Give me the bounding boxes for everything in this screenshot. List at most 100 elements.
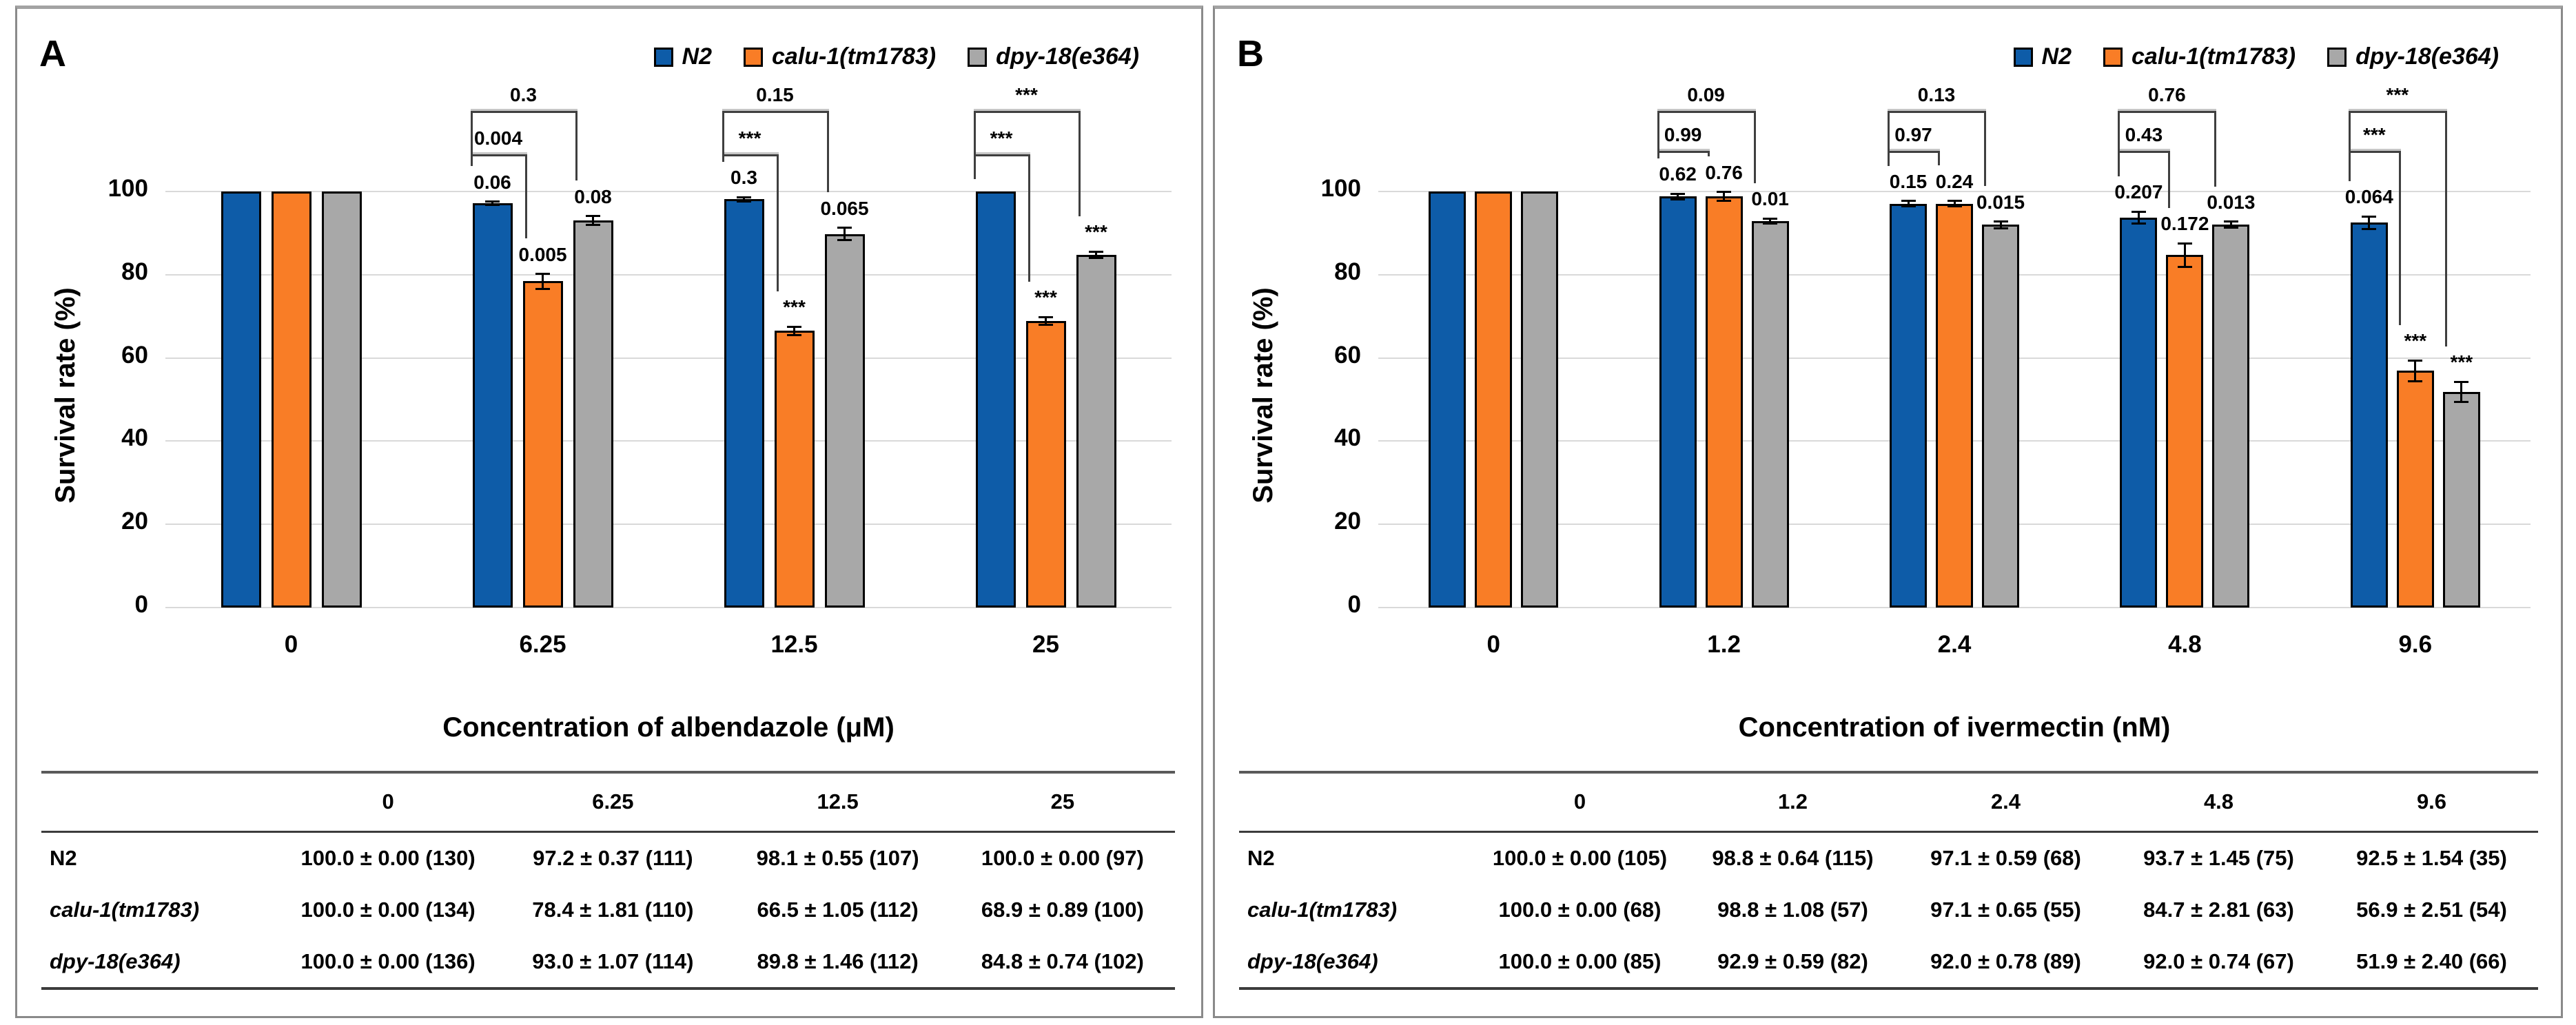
bar: [1890, 203, 1927, 608]
y-tick-label: 80: [1334, 258, 1361, 285]
sig-bracket-leg: [2348, 113, 2351, 181]
bar: [824, 234, 865, 608]
gridline-60: [165, 357, 1172, 359]
stats-cell: 97.2 ± 0.37 (111): [533, 845, 693, 870]
bar: [221, 191, 261, 608]
legend: N2 calu-1(tm1783) dpy-18(e364): [653, 43, 1139, 70]
y-tick-label: 60: [121, 341, 148, 369]
bar-p-value-label: 0.76: [1705, 161, 1743, 183]
y-tick-label: 100: [108, 175, 148, 202]
bar-p-value-label: 0.064: [2344, 186, 2393, 207]
stats-cell: 56.9 ± 2.51 (54): [2356, 898, 2507, 922]
error-bar: [2183, 243, 2186, 267]
error-bar-cap: [837, 227, 852, 229]
error-bar-cap: [586, 215, 600, 218]
stats-cell: 84.8 ± 0.74 (102): [981, 949, 1144, 973]
y-tick-label: 20: [1334, 508, 1361, 535]
legend-label-dpy-18: dpy-18(e364): [996, 43, 1139, 70]
stats-table-header-cell: 2.4: [1990, 789, 2021, 814]
sig-bracket-label: ***: [2362, 123, 2386, 145]
panel-b: B N2 calu-1(tm1783) dpy-18(e364) Surviva…: [1213, 6, 2563, 1018]
error-bar: [743, 197, 745, 202]
legend-item-calu-1: calu-1(tm1783): [744, 43, 936, 70]
sig-bracket-line: [2348, 111, 2447, 114]
panel-a: A N2 calu-1(tm1783) dpy-18(e364) Surviva…: [15, 6, 1203, 1018]
bar: [1521, 191, 1559, 608]
bar-p-value-label: ***: [783, 296, 806, 318]
error-bar-cap: [837, 238, 852, 241]
stats-cell: 92.0 ± 0.78 (89): [1930, 949, 2081, 973]
sig-bracket-line: [1888, 111, 1986, 114]
error-bar: [1999, 221, 2002, 229]
error-bar-cap: [1901, 200, 1916, 203]
stats-table-row: N2 100.0 ± 0.00 (105) 98.8 ± 0.64 (115) 97.…: [1239, 831, 2538, 884]
stats-table-header-cell: 0: [382, 789, 394, 814]
stats-table-row: calu-1(tm1783) 100.0 ± 0.00 (134) 78.4 ± 1…: [41, 884, 1175, 936]
strain-label: calu-1(tm1783): [1247, 898, 1398, 922]
bar-p-value-label: 0.015: [1976, 191, 2025, 213]
sig-bracket-line: [973, 154, 1030, 156]
stats-table-row: dpy-18(e364) 100.0 ± 0.00 (85) 92.9 ± 0.59…: [1239, 936, 2538, 988]
stats-table-header-cell: 4.8: [2203, 789, 2234, 814]
error-bar-cap: [1039, 323, 1053, 326]
stats-cell: 89.8 ± 1.46 (112): [757, 949, 919, 973]
sig-bracket-leg: [1984, 113, 1986, 187]
stats-cell: 66.5 ± 1.05 (112): [757, 898, 919, 922]
error-bar: [1907, 200, 1910, 207]
stats-cell: 98.1 ± 0.55 (107): [756, 845, 919, 870]
bar-p-value-label: 0.005: [518, 243, 567, 265]
sig-bracket-line: [2118, 111, 2217, 114]
stats-table: 0 6.25 12.5 25 N2 100.0 ± 0.00 (130) 97.2 ± 0.…: [41, 771, 1175, 990]
error-bar-cap: [1901, 205, 1916, 207]
stats-table-row: calu-1(tm1783) 100.0 ± 0.00 (68) 98.8 ± 1.…: [1239, 884, 2538, 936]
bar: [774, 331, 815, 608]
gridline-20: [165, 524, 1172, 526]
error-bar-cap: [535, 273, 550, 276]
sig-bracket-line: [1888, 150, 1940, 153]
bar: [1982, 225, 2019, 608]
error-bar: [542, 273, 544, 289]
sig-bracket-label: 0.09: [1687, 84, 1725, 106]
legend-item-calu-1: calu-1(tm1783): [2103, 43, 2296, 70]
stats-cell: 93.0 ± 1.07 (114): [532, 949, 694, 973]
error-bar-cap: [1763, 217, 1778, 220]
error-bar: [2137, 211, 2140, 224]
bar: [573, 220, 613, 608]
sig-bracket-label: 0.13: [1917, 84, 1956, 106]
stats-cell: 84.7 ± 2.81 (63): [2143, 898, 2294, 922]
error-bar-cap: [2177, 242, 2192, 245]
error-bar-cap: [2223, 227, 2238, 229]
stats-table-header-cell: 25: [1050, 789, 1075, 814]
bar-p-value-label: 0.01: [1751, 188, 1789, 210]
bar-p-value-label: 0.172: [2160, 213, 2209, 235]
error-bar-cap: [1717, 191, 1732, 194]
gridline-0: [165, 607, 1172, 608]
error-bar-cap: [2131, 222, 2146, 225]
bar: [2120, 218, 2158, 608]
error-bar-cap: [586, 224, 600, 227]
x-tick-label: 12.5: [770, 631, 818, 658]
error-bar-cap: [2408, 380, 2423, 382]
sig-bracket-label: ***: [2386, 84, 2409, 106]
bar-p-value-label: 0.62: [1659, 163, 1697, 185]
x-axis-title: Concentration of albendazole (μM): [442, 712, 895, 743]
bar-p-value-label: 0.24: [1935, 170, 1974, 192]
error-bar-cap: [2223, 220, 2238, 223]
x-tick-label: 0: [284, 631, 298, 658]
stats-cell: 97.1 ± 0.59 (68): [1930, 845, 2081, 870]
error-bar-cap: [2408, 359, 2423, 362]
gridline-40: [165, 440, 1172, 442]
stats-cell: 100.0 ± 0.00 (136): [300, 949, 476, 973]
sig-bracket-line: [973, 111, 1081, 114]
sig-bracket-label: 0.97: [1894, 123, 1932, 145]
error-bar: [2414, 360, 2417, 382]
error-bar-cap: [2362, 228, 2377, 231]
legend-swatch-dpy-18: [968, 47, 988, 67]
error-bar: [2368, 216, 2371, 229]
stats-cell: 93.7 ± 1.45 (75): [2143, 845, 2294, 870]
y-tick-label: 60: [1334, 341, 1361, 369]
bar-p-value-label: 0.08: [574, 185, 612, 207]
stats-table-header-cell: [1239, 772, 1473, 831]
error-bar: [1677, 194, 1679, 200]
legend-swatch-dpy-18: [2327, 47, 2347, 67]
